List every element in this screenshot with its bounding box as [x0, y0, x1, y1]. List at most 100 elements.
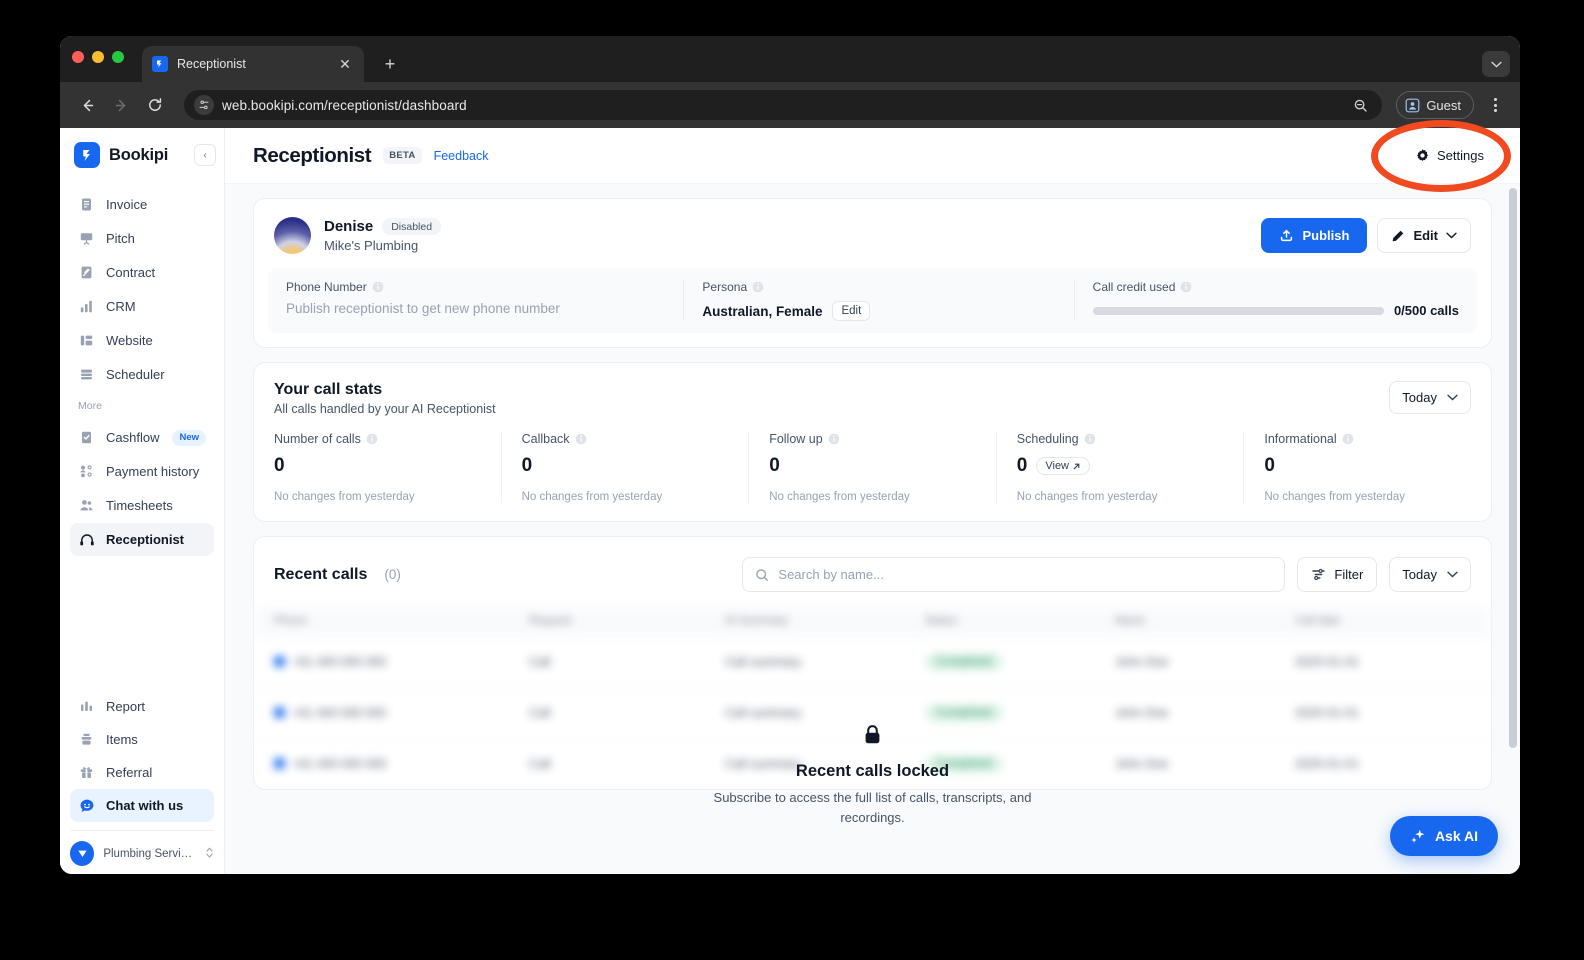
sidebar-item-timesheets[interactable]: Timesheets	[70, 489, 214, 522]
stat-note: No changes from yesterday	[1016, 491, 1158, 503]
sidebar-item-label: Receptionist	[106, 532, 185, 547]
org-avatar	[70, 841, 95, 866]
address-bar[interactable]: web.bookipi.com/receptionist/dashboard	[184, 90, 1383, 120]
recent-calls-range-select[interactable]: Today	[1389, 557, 1471, 592]
cell-date: 2025-01-01	[1295, 757, 1359, 771]
info-icon	[372, 281, 384, 293]
stat-note: No changes from yesterday	[521, 491, 663, 503]
recent-calls-table: Phone Request AI Summary Status Name Cal…	[254, 606, 1491, 789]
profile-stats-strip: Phone Number Publish receptionist to get…	[268, 268, 1477, 333]
filter-label: Filter	[1334, 567, 1364, 582]
reload-icon[interactable]	[140, 90, 170, 120]
company-name: Mike's Plumbing	[324, 238, 419, 253]
sidebar-item-receptionist[interactable]: Receptionist	[70, 523, 214, 556]
sidebar-item-items[interactable]: Items	[70, 723, 214, 756]
close-icon[interactable]: ✕	[339, 56, 351, 72]
chat-bubble-icon	[78, 797, 95, 814]
site-settings-icon[interactable]	[194, 95, 214, 115]
plus-icon[interactable]: +	[384, 53, 396, 74]
call-credit-label: Call credit used	[1092, 280, 1176, 294]
sidebar-item-invoice[interactable]: Invoice	[70, 188, 214, 221]
sidebar-item-website[interactable]: Website	[70, 324, 214, 357]
browser-toolbar: web.bookipi.com/receptionist/dashboard G…	[60, 82, 1520, 128]
table-row[interactable]: +61 400 000 000 Call Call summary Comple…	[254, 636, 1491, 687]
sidebar-item-pitch[interactable]: Pitch	[70, 222, 214, 255]
stat-value: 0	[769, 455, 780, 476]
table-row[interactable]: +61 400 000 000 Call Call summary Comple…	[254, 687, 1491, 738]
phone-number-placeholder: Publish receptionist to get new phone nu…	[286, 301, 560, 316]
edit-button[interactable]: Edit	[1377, 218, 1471, 253]
filter-icon	[1312, 568, 1326, 581]
close-window-button[interactable]	[72, 51, 84, 63]
stat-note: No changes from yesterday	[1264, 491, 1405, 503]
feedback-link[interactable]: Feedback	[433, 148, 489, 163]
call-credit-value: 0/500 calls	[1393, 303, 1459, 318]
phone-number-field: Phone Number Publish receptionist to get…	[268, 280, 683, 321]
org-switcher[interactable]: Plumbing Services	[70, 830, 214, 866]
cell-request: Call	[529, 757, 551, 771]
publish-button[interactable]: Publish	[1261, 218, 1368, 253]
payment-history-icon	[78, 463, 95, 480]
avatar	[274, 217, 311, 254]
search-input[interactable]: Search by name...	[742, 557, 1286, 592]
stat-label: Follow up	[769, 432, 823, 446]
receptionist-profile-card: Denise Disabled Mike's Plumbing Publish	[253, 198, 1492, 348]
sidebar-item-label: Website	[106, 333, 153, 348]
stats-range-select[interactable]: Today	[1389, 381, 1471, 414]
sidebar-item-label: Report	[106, 699, 146, 714]
kebab-menu-icon[interactable]	[1482, 91, 1508, 119]
chevron-left-icon[interactable]: ‹	[194, 144, 216, 166]
chevron-down-icon[interactable]	[1482, 51, 1510, 77]
crm-icon	[78, 298, 95, 315]
account-icon	[1405, 98, 1420, 112]
search-icon	[756, 568, 769, 581]
cell-status: Completed	[925, 704, 1003, 722]
sidebar-item-referral[interactable]: Referral	[70, 756, 214, 789]
gear-icon	[1416, 149, 1429, 162]
arrow-left-icon[interactable]	[72, 90, 102, 120]
chevron-updown-icon[interactable]	[205, 846, 214, 860]
zoom-search-icon[interactable]	[1348, 93, 1372, 117]
sidebar-item-cashflow[interactable]: Cashflow New	[70, 421, 214, 454]
sidebar-item-scheduler[interactable]: Scheduler	[70, 358, 214, 391]
scrollbar-thumb[interactable]	[1509, 188, 1517, 748]
cell-status: Completed	[925, 755, 1003, 773]
browser-tab[interactable]: Receptionist ✕	[142, 46, 364, 82]
sidebar-item-report[interactable]: Report	[70, 690, 214, 723]
sidebar-item-payment-history[interactable]: Payment history	[70, 455, 214, 488]
column-header: Name	[1115, 615, 1146, 627]
scheduling-view-button[interactable]: View	[1036, 457, 1091, 475]
settings-button[interactable]: Settings	[1407, 142, 1492, 169]
chat-with-us-button[interactable]: Chat with us	[70, 789, 214, 822]
brand[interactable]: Bookipi	[70, 128, 214, 182]
page-title: Receptionist	[253, 143, 372, 167]
minimize-window-button[interactable]	[92, 51, 104, 63]
vertical-scrollbar[interactable]	[1509, 184, 1517, 874]
persona-edit-button[interactable]: Edit	[832, 301, 871, 321]
sidebar-item-crm[interactable]: CRM	[70, 290, 214, 323]
window-controls[interactable]	[72, 51, 124, 63]
cell-phone: +61 400 000 000	[292, 706, 387, 720]
call-stats-title: Your call stats	[274, 381, 383, 398]
info-icon	[366, 433, 378, 445]
table-row[interactable]: +61 400 000 000 Call Call summary Comple…	[254, 738, 1491, 789]
app-page: Bookipi ‹ Invoice Pitch Contract	[60, 128, 1520, 874]
table-header-row: Phone Request AI Summary Status Name Cal…	[254, 606, 1491, 636]
sidebar-item-contract[interactable]: Contract	[70, 256, 214, 289]
sidebar-item-label: CRM	[106, 299, 136, 314]
cashflow-icon	[78, 429, 95, 446]
invoice-icon	[78, 196, 95, 213]
profile-button[interactable]: Guest	[1396, 91, 1474, 119]
maximize-window-button[interactable]	[112, 51, 124, 63]
stat-follow-up: Follow up 0 No changes from yesterday	[748, 432, 996, 503]
stat-value: 0	[521, 455, 533, 476]
chevron-down-icon	[1446, 232, 1457, 239]
stats-range-label: Today	[1402, 390, 1437, 405]
ask-ai-button[interactable]: Ask AI	[1389, 816, 1498, 856]
status-badge: New	[172, 429, 206, 446]
cell-name: John Doe	[1115, 655, 1169, 669]
filter-button[interactable]: Filter	[1297, 557, 1378, 592]
info-icon	[1084, 433, 1095, 445]
persona-field: Persona Australian, Female Edit	[683, 280, 1073, 321]
cell-request: Call	[529, 655, 551, 669]
